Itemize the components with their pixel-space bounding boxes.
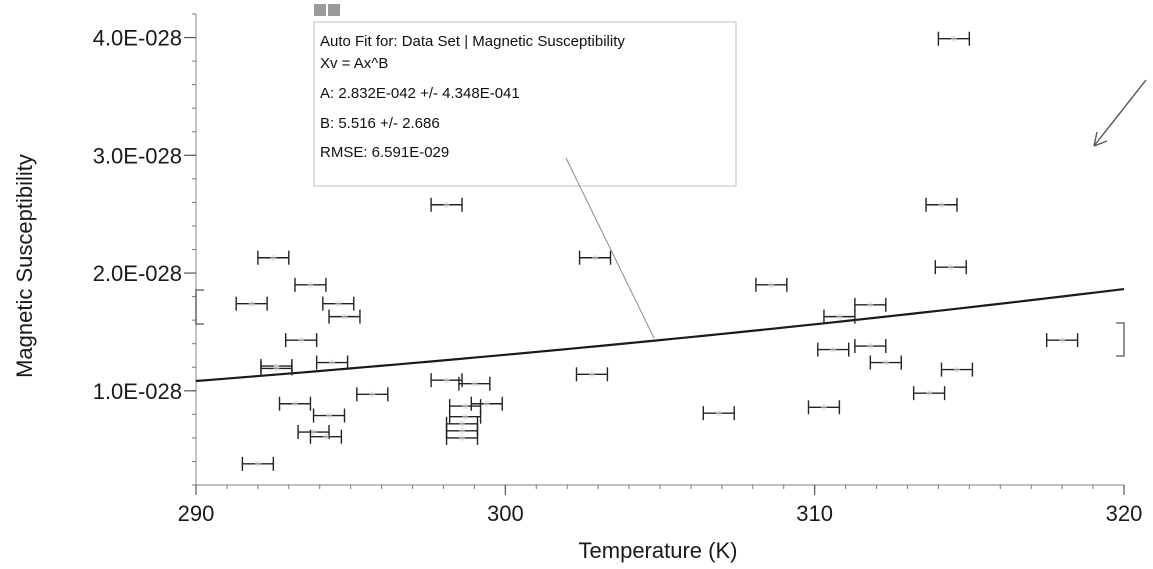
x-tick-label: 310 — [796, 501, 833, 526]
data-point[interactable] — [260, 361, 293, 376]
fit-curve[interactable] — [195, 287, 1125, 383]
data-point[interactable] — [315, 355, 349, 370]
data-point[interactable] — [309, 429, 343, 444]
data-point[interactable] — [322, 296, 355, 311]
data-point[interactable] — [578, 250, 612, 265]
data-point[interactable] — [285, 333, 318, 348]
data-point[interactable] — [328, 309, 361, 324]
annotation-arrow-icon — [1093, 79, 1147, 147]
data-point[interactable] — [817, 342, 850, 357]
data-point[interactable] — [294, 277, 327, 292]
data-point[interactable] — [458, 376, 491, 391]
fit-box-rmse: RMSE: 6.591E-029 — [320, 144, 449, 161]
data-point[interactable] — [241, 456, 275, 471]
data-point[interactable] — [807, 400, 841, 415]
data-point[interactable] — [854, 339, 887, 354]
data-point[interactable] — [575, 367, 609, 382]
x-tick-label: 300 — [487, 501, 524, 526]
data-point[interactable] — [312, 408, 346, 423]
data-point[interactable] — [430, 197, 463, 212]
y-axis-title: Magnetic Susceptibility — [12, 154, 37, 378]
data-point[interactable] — [470, 396, 503, 411]
data-points-layer — [235, 31, 1079, 471]
fit-info-box[interactable]: Auto Fit for: Data Set | Magnetic Suscep… — [313, 4, 737, 187]
fit-info-box-frame — [313, 21, 737, 187]
fit-box-leader-line — [565, 157, 655, 339]
data-point[interactable] — [869, 355, 902, 370]
data-point[interactable] — [940, 362, 974, 377]
data-point[interactable] — [702, 406, 735, 421]
fit-box-close-icon[interactable] — [328, 4, 340, 16]
left-range-bracket[interactable] — [195, 289, 204, 325]
data-point[interactable] — [937, 31, 971, 46]
fit-box-param-b: B: 5.516 +/- 2.686 — [320, 115, 440, 132]
data-point[interactable] — [854, 297, 887, 312]
data-point[interactable] — [356, 387, 389, 402]
data-point[interactable] — [448, 409, 482, 424]
fit-box-equation: Xv = Ax^B — [320, 55, 388, 72]
y-tick-label: 4.0E-028 — [93, 26, 182, 51]
data-point[interactable] — [448, 399, 482, 414]
data-point[interactable] — [445, 430, 479, 445]
y-tick-label: 3.0E-028 — [93, 143, 182, 168]
data-point[interactable] — [1045, 333, 1079, 348]
data-point[interactable] — [430, 373, 463, 388]
right-range-bracket[interactable] — [1116, 322, 1125, 357]
axis-labels: Temperature (K) Magnetic Susceptibility — [12, 154, 737, 563]
data-point[interactable] — [278, 396, 312, 411]
y-tick-label: 2.0E-028 — [93, 261, 182, 286]
x-tick-label: 290 — [178, 501, 215, 526]
axes: 1.0E-028 2.0E-028 3.0E-028 4.0E-028 290 300 31… — [93, 13, 1143, 526]
data-point[interactable] — [257, 250, 290, 265]
fit-box-param-a: A: 2.832E-042 +/- 4.348E-041 — [320, 85, 520, 102]
y-tick-label: 1.0E-028 — [93, 379, 182, 404]
data-point[interactable] — [755, 277, 788, 292]
data-point[interactable] — [925, 197, 958, 212]
data-point[interactable] — [934, 260, 967, 275]
fit-curve-layer — [195, 287, 1125, 383]
fit-box-title: Auto Fit for: Data Set | Magnetic Suscep… — [320, 33, 625, 50]
data-point[interactable] — [912, 386, 946, 401]
x-tick-label: 320 — [1106, 501, 1143, 526]
x-axis-title: Temperature (K) — [579, 538, 738, 563]
data-point[interactable] — [235, 296, 268, 311]
fit-box-handle-icon[interactable] — [314, 4, 326, 16]
data-point[interactable] — [823, 309, 856, 324]
